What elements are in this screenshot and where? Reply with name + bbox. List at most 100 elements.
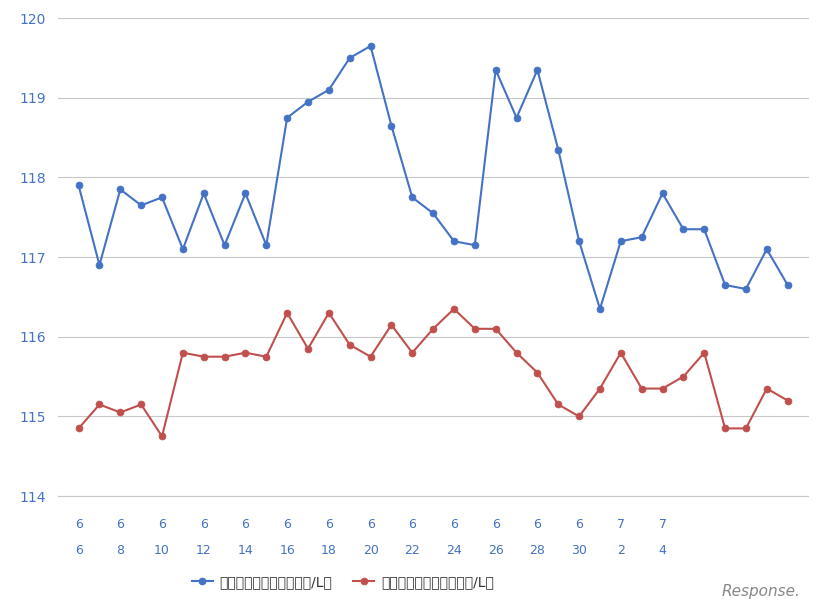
- レギュラー実売価格（円/L）: [303, 345, 313, 352]
- レギュラー看板価格（円/L）: [783, 281, 793, 289]
- Text: 6: 6: [116, 518, 125, 531]
- Text: 10: 10: [154, 544, 170, 557]
- Text: 6: 6: [408, 518, 416, 531]
- レギュラー看板価格（円/L）: [595, 306, 605, 313]
- Text: 12: 12: [196, 544, 211, 557]
- レギュラー実売価格（円/L）: [386, 321, 396, 329]
- Text: 4: 4: [658, 544, 667, 557]
- レギュラー実売価格（円/L）: [637, 385, 647, 392]
- レギュラー実売価格（円/L）: [157, 433, 167, 440]
- Line: レギュラー看板価格（円/L）: レギュラー看板価格（円/L）: [75, 42, 791, 312]
- Text: 6: 6: [75, 518, 83, 531]
- レギュラー実売価格（円/L）: [449, 306, 459, 313]
- レギュラー看板価格（円/L）: [449, 238, 459, 245]
- Text: Response.: Response.: [721, 584, 800, 599]
- Text: 22: 22: [404, 544, 420, 557]
- レギュラー実売価格（円/L）: [761, 385, 771, 392]
- レギュラー実売価格（円/L）: [741, 425, 751, 432]
- レギュラー看板価格（円/L）: [408, 194, 417, 201]
- レギュラー看板価格（円/L）: [637, 234, 647, 241]
- レギュラー実売価格（円/L）: [615, 349, 625, 356]
- Text: 6: 6: [242, 518, 249, 531]
- レギュラー看板価格（円/L）: [678, 226, 688, 233]
- レギュラー実売価格（円/L）: [408, 349, 417, 356]
- レギュラー看板価格（円/L）: [720, 281, 730, 289]
- レギュラー実売価格（円/L）: [512, 349, 521, 356]
- レギュラー実売価格（円/L）: [783, 397, 793, 404]
- レギュラー実売価格（円/L）: [136, 401, 146, 408]
- Text: 6: 6: [575, 518, 583, 531]
- レギュラー実売価格（円/L）: [595, 385, 605, 392]
- レギュラー実売価格（円/L）: [219, 353, 229, 361]
- Text: 7: 7: [658, 518, 667, 531]
- Text: 16: 16: [280, 544, 295, 557]
- レギュラー看板価格（円/L）: [741, 286, 751, 293]
- レギュラー看板価格（円/L）: [345, 54, 355, 62]
- レギュラー実売価格（円/L）: [262, 353, 271, 361]
- レギュラー看板価格（円/L）: [658, 190, 667, 197]
- レギュラー実売価格（円/L）: [658, 385, 667, 392]
- Text: 28: 28: [530, 544, 545, 557]
- レギュラー看板価格（円/L）: [491, 67, 501, 74]
- レギュラー看板価格（円/L）: [470, 241, 480, 249]
- レギュラー実売価格（円/L）: [720, 425, 730, 432]
- レギュラー実売価格（円/L）: [73, 425, 83, 432]
- レギュラー実売価格（円/L）: [116, 409, 125, 416]
- Text: 6: 6: [366, 518, 375, 531]
- レギュラー看板価格（円/L）: [700, 226, 710, 233]
- Text: 14: 14: [238, 544, 253, 557]
- レギュラー看板価格（円/L）: [157, 194, 167, 201]
- Text: 6: 6: [450, 518, 458, 531]
- レギュラー看板価格（円/L）: [303, 98, 313, 105]
- Line: レギュラー実売価格（円/L）: レギュラー実売価格（円/L）: [75, 306, 791, 440]
- レギュラー看板価格（円/L）: [178, 246, 188, 253]
- レギュラー看板価格（円/L）: [73, 182, 83, 189]
- レギュラー実売価格（円/L）: [345, 341, 355, 348]
- Text: 6: 6: [492, 518, 500, 531]
- レギュラー実売価格（円/L）: [241, 349, 251, 356]
- レギュラー看板価格（円/L）: [219, 241, 229, 249]
- レギュラー実売価格（円/L）: [282, 309, 292, 316]
- レギュラー看板価格（円/L）: [95, 261, 105, 269]
- レギュラー実売価格（円/L）: [554, 401, 563, 408]
- Text: 7: 7: [617, 518, 625, 531]
- Text: 6: 6: [75, 544, 83, 557]
- Text: 26: 26: [488, 544, 503, 557]
- レギュラー看板価格（円/L）: [532, 67, 542, 74]
- レギュラー看板価格（円/L）: [512, 114, 521, 122]
- レギュラー看板価格（円/L）: [386, 122, 396, 129]
- Text: 24: 24: [446, 544, 462, 557]
- Text: 8: 8: [116, 544, 125, 557]
- レギュラー実売価格（円/L）: [324, 309, 334, 316]
- レギュラー実売価格（円/L）: [574, 413, 584, 420]
- レギュラー看板価格（円/L）: [615, 238, 625, 245]
- Text: 2: 2: [617, 544, 625, 557]
- Text: 20: 20: [363, 544, 379, 557]
- レギュラー実売価格（円/L）: [532, 369, 542, 376]
- Text: 18: 18: [321, 544, 337, 557]
- Text: 6: 6: [200, 518, 208, 531]
- レギュラー実売価格（円/L）: [700, 349, 710, 356]
- レギュラー看板価格（円/L）: [262, 241, 271, 249]
- レギュラー実売価格（円/L）: [470, 325, 480, 333]
- レギュラー看板価格（円/L）: [282, 114, 292, 122]
- Legend: レギュラー看板価格（円/L）, レギュラー実売価格（円/L）: レギュラー看板価格（円/L）, レギュラー実売価格（円/L）: [186, 569, 500, 594]
- レギュラー看板価格（円/L）: [761, 246, 771, 253]
- レギュラー実売価格（円/L）: [365, 353, 375, 361]
- レギュラー実売価格（円/L）: [491, 325, 501, 333]
- レギュラー看板価格（円/L）: [136, 201, 146, 209]
- レギュラー看板価格（円/L）: [428, 210, 438, 217]
- レギュラー看板価格（円/L）: [574, 238, 584, 245]
- レギュラー実売価格（円/L）: [428, 325, 438, 333]
- レギュラー実売価格（円/L）: [678, 373, 688, 381]
- レギュラー看板価格（円/L）: [365, 42, 375, 50]
- Text: 6: 6: [325, 518, 332, 531]
- レギュラー実売価格（円/L）: [199, 353, 209, 361]
- レギュラー実売価格（円/L）: [178, 349, 188, 356]
- レギュラー看板価格（円/L）: [554, 146, 563, 153]
- レギュラー実売価格（円/L）: [95, 401, 105, 408]
- レギュラー看板価格（円/L）: [324, 87, 334, 94]
- レギュラー看板価格（円/L）: [199, 190, 209, 197]
- レギュラー看板価格（円/L）: [116, 186, 125, 193]
- Text: 6: 6: [534, 518, 541, 531]
